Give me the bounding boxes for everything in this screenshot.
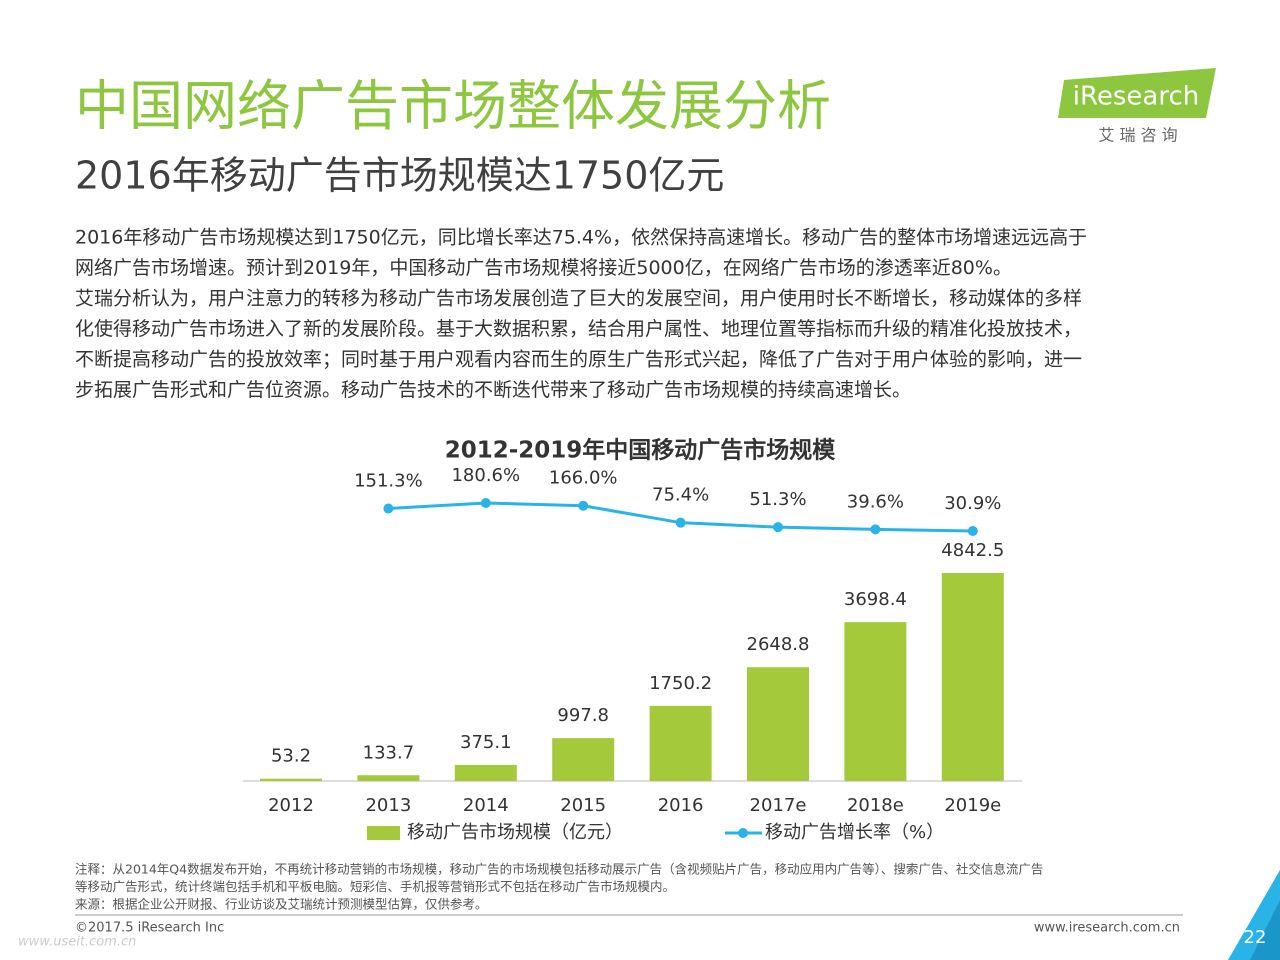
growth-point — [383, 503, 394, 514]
logo-name: iResearch — [1073, 82, 1199, 112]
subtitle: 2016年移动广告市场规模达1750亿元 — [75, 154, 724, 198]
x-tick-label: 2016 — [658, 795, 704, 816]
body-line: 2016年移动广告市场规模达到1750亿元，同比增长率达75.4%，依然保持高速… — [75, 227, 1087, 249]
page-number: 22 — [1244, 927, 1267, 948]
legend-swatch — [738, 828, 748, 838]
chart-title: 2012-2019年中国移动广告市场规模 — [445, 437, 837, 464]
note-line: 来源：根据企业公开财报、行业访谈及艾瑞统计预测模型估算，仅供参考。 — [75, 897, 488, 912]
bar — [747, 667, 809, 781]
copyright: ©2017.5 iResearch Inc — [75, 921, 224, 936]
bar-label: 3698.4 — [844, 589, 907, 610]
growth-label: 166.0% — [549, 468, 618, 489]
growth-label: 180.6% — [451, 465, 520, 486]
body-line: 步拓展广告形式和广告位资源。移动广告技术的不断迭代带来了移动广告市场规模的持续高… — [75, 379, 911, 401]
body-line: 网络广告市场增速。预计到2019年，中国移动广告市场规模将接近5000亿，在网络… — [75, 257, 1012, 279]
x-tick-label: 2017e — [750, 795, 807, 816]
growth-point — [773, 522, 783, 533]
growth-label: 39.6% — [847, 491, 904, 512]
legend-label: 移动广告市场规模（亿元） — [407, 822, 623, 843]
growth-point — [480, 498, 491, 508]
x-tick-label: 2014 — [463, 795, 509, 816]
watermark: www.useit.com.cn — [18, 935, 136, 950]
growth-point — [578, 500, 589, 511]
note-line: 注释：从2014年Q4数据发布开始，不再统计移动营销的市场规模，移动广告的市场规… — [75, 862, 1043, 877]
logo-badge — [1058, 68, 1216, 118]
growth-label: 75.4% — [652, 485, 709, 506]
body-line: 化使得移动广告市场进入了新的发展阶段。基于大数据积累，结合用户属性、地理位置等指… — [75, 318, 1082, 340]
bar — [357, 775, 420, 781]
bar — [941, 573, 1004, 781]
legend-swatch — [367, 826, 400, 840]
bar — [552, 738, 615, 781]
bar-label: 53.2 — [271, 746, 311, 767]
url: www.iresearch.com.cn — [1034, 921, 1180, 936]
bar-label: 1750.2 — [649, 673, 712, 694]
bar-label: 133.7 — [363, 742, 415, 763]
body-line: 不断提高移动广告的投放效率；同时基于用户观看内容而生的原生广告形式兴起，降低了广… — [75, 349, 1082, 371]
bar — [260, 778, 322, 781]
title: 中国网络广告市场整体发展分析 — [75, 75, 831, 138]
bar — [844, 622, 907, 781]
bar — [454, 764, 517, 781]
bar-label: 2648.8 — [747, 634, 810, 655]
legend-label: 移动广告增长率（%） — [765, 822, 944, 843]
x-tick-label: 2013 — [365, 795, 411, 816]
bar-label: 997.8 — [557, 705, 609, 726]
body-line: 艾瑞分析认为，用户注意力的转移为移动广告市场发展创造了巨大的发展空间，用户使用时… — [75, 288, 1082, 310]
growth-point — [870, 524, 881, 535]
corner-accent — [1250, 900, 1280, 960]
bar — [649, 705, 712, 781]
x-tick-label: 2019e — [944, 795, 1001, 816]
x-tick-label: 2015 — [560, 795, 606, 816]
growth-label: 151.3% — [354, 470, 423, 491]
note-line: 等移动广告形式，统计终端包括手机和平板电脑。短彩信、手机报等营销形式不包括在移动… — [75, 879, 675, 894]
x-tick-label: 2012 — [268, 795, 314, 816]
growth-label: 30.9% — [944, 493, 1001, 514]
growth-label: 51.3% — [749, 489, 806, 510]
growth-point — [967, 526, 978, 536]
bar-label: 4842.5 — [941, 540, 1004, 561]
logo-tagline: 艾 瑞 咨 询 — [1098, 126, 1177, 145]
x-tick-label: 2018e — [847, 795, 904, 816]
bar-label: 375.1 — [460, 732, 512, 753]
growth-point — [675, 517, 686, 528]
